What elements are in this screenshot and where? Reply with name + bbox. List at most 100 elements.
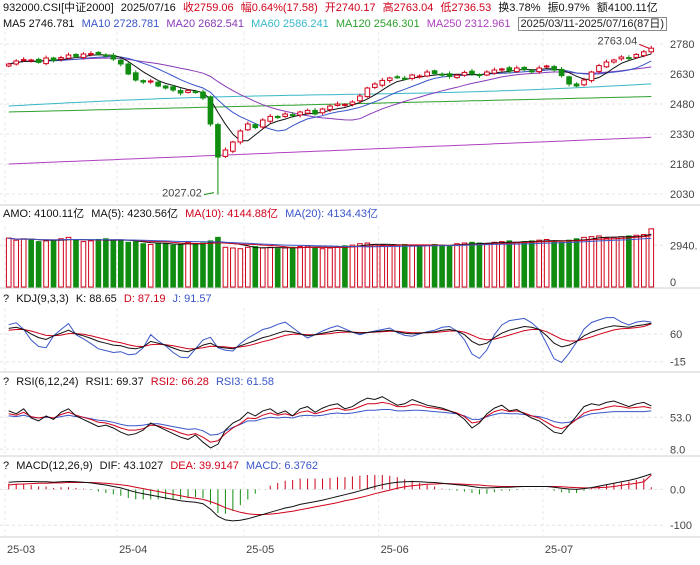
volume-bar — [43, 240, 49, 288]
ma20-legend: MA20 2682.541 — [166, 18, 245, 30]
candle-body — [633, 53, 640, 58]
volume-bar — [125, 241, 132, 288]
candle — [282, 112, 288, 118]
candle-body — [147, 80, 154, 83]
price-tick-label: 2480 — [670, 99, 694, 111]
volume-bar — [461, 242, 468, 288]
kdj-k-line — [8, 322, 652, 353]
candle-body — [551, 66, 557, 71]
candle-body — [222, 149, 229, 157]
candle-body — [132, 72, 139, 81]
ma120-legend: MA120 2546.301 — [335, 18, 420, 30]
volume-tick-label: 2940. — [670, 240, 698, 252]
candle — [424, 69, 430, 78]
macd-tick-label: -100 — [670, 520, 692, 532]
candle — [28, 58, 34, 63]
candle-body — [454, 74, 460, 79]
date-range-selector[interactable]: 2025/03/11-2025/07/16(87日) — [517, 17, 668, 31]
low-annotation: 2027.02 — [162, 188, 202, 200]
candle — [110, 53, 117, 61]
kdj-help-icon[interactable]: ? — [3, 293, 10, 305]
volume-bar — [476, 242, 483, 288]
candle-body — [640, 51, 647, 57]
candle-body — [5, 63, 12, 67]
candle-body — [267, 115, 274, 122]
candle-body — [588, 71, 595, 82]
candle-body — [13, 60, 20, 65]
rsi2-value: RSI2: 66.28 — [150, 376, 209, 388]
candle — [543, 64, 550, 68]
candle — [454, 74, 460, 79]
high-annotation: 2763.04 — [597, 35, 637, 47]
candle — [364, 86, 371, 98]
volume-bar — [200, 242, 206, 288]
candle-body — [215, 124, 221, 158]
price-tick-label: 2780 — [670, 39, 694, 51]
volume-bar — [140, 243, 147, 288]
volume-bar — [484, 243, 490, 288]
candle-body — [304, 109, 311, 114]
volume-bar — [28, 238, 34, 288]
candle — [357, 93, 363, 104]
candle-body — [513, 67, 520, 73]
candle-body — [103, 54, 109, 57]
candle-body — [499, 68, 505, 71]
candle — [5, 62, 12, 68]
volume-bar — [312, 246, 318, 288]
volume-bar — [379, 244, 386, 288]
candle-body — [416, 75, 423, 78]
candle — [596, 63, 602, 74]
volume-bar — [446, 245, 453, 288]
candle-body — [230, 141, 236, 152]
candle — [95, 51, 102, 56]
quote-header: 932000.CSI[中证2000] 2025/07/16 收2759.06 幅… — [3, 1, 662, 15]
candle — [215, 122, 221, 195]
high-marker-line — [639, 43, 650, 49]
volume-ma20-line — [8, 237, 652, 248]
candle — [521, 66, 528, 72]
low-price: 低2736.53 — [440, 2, 492, 14]
candle — [476, 73, 483, 78]
candle — [117, 59, 124, 67]
volume-bar — [499, 241, 505, 288]
macd-help-icon[interactable]: ? — [3, 460, 10, 472]
volume-bar — [132, 241, 139, 288]
candle-body — [528, 70, 535, 73]
candle — [484, 70, 490, 77]
candle — [147, 79, 154, 84]
volume-bar — [633, 234, 640, 288]
candle — [461, 70, 468, 77]
volume-bar — [5, 237, 12, 288]
candle — [640, 50, 647, 58]
rsi-help-icon[interactable]: ? — [3, 376, 10, 388]
volume-bar — [566, 239, 572, 288]
rsi-tick-label: 53.0 — [670, 412, 691, 424]
candle-body — [274, 115, 281, 119]
rsi-name: RSI(6,12,24) — [16, 376, 79, 388]
candle — [125, 62, 132, 76]
price-tick-label: 2330 — [670, 129, 694, 141]
volume-bar — [581, 236, 587, 288]
x-tick-label: 25-07 — [545, 544, 573, 556]
candle-body — [35, 58, 42, 63]
candle — [372, 82, 378, 89]
candle — [573, 82, 580, 88]
candle — [469, 68, 475, 76]
ma250-line — [8, 136, 652, 165]
candle-body — [379, 79, 386, 86]
volume-bar — [558, 241, 565, 288]
macd-dif-line — [8, 473, 652, 522]
amo-ma20: MA(20): 4134.43亿 — [285, 208, 379, 220]
candle-body — [245, 123, 251, 131]
candle-body — [207, 96, 214, 125]
candle — [349, 100, 356, 107]
volume-bar — [177, 243, 184, 288]
candle-body — [252, 124, 259, 129]
volume-bar — [162, 243, 169, 288]
volume-bar — [349, 244, 356, 288]
volume-bar — [192, 243, 199, 288]
volume-bar — [372, 243, 378, 288]
volume-bar — [282, 247, 288, 288]
kdj-tick-label: 60 — [670, 329, 682, 341]
